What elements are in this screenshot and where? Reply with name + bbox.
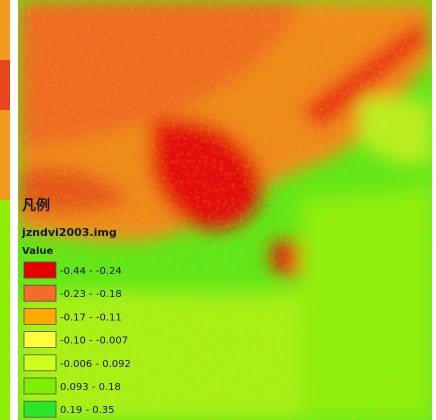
map-view: 凡例 jzndvi2003.img Value -0.44 - -0.24 -0.… <box>0 0 436 420</box>
legend-label: 0.19 - 0.35 <box>60 405 115 416</box>
legend-swatch <box>24 378 56 394</box>
legend-label: -0.44 - -0.24 <box>60 266 122 277</box>
ndvi-raster <box>18 0 432 420</box>
legend-swatch <box>24 285 56 301</box>
legend-swatch <box>24 355 56 371</box>
legend-swatch <box>24 308 56 324</box>
legend-title: 凡例 <box>22 197 50 214</box>
legend-label: 0.093 - 0.18 <box>60 382 121 393</box>
legend-label: -0.17 - -0.11 <box>60 312 122 323</box>
legend-swatch <box>24 401 56 417</box>
legend-label: -0.23 - -0.18 <box>60 289 122 300</box>
legend-field: Value <box>22 246 53 257</box>
legend-label: -0.006 - 0.092 <box>60 359 131 370</box>
legend-swatch <box>24 262 56 278</box>
legend-swatch <box>24 332 56 348</box>
left-map-strip <box>0 0 10 420</box>
legend-label: -0.10 - -0.007 <box>60 336 128 347</box>
page: {"legend": {"title": "凡例", "layer": "jzn… <box>0 0 436 420</box>
legend-layer: jzndvi2003.img <box>21 226 117 239</box>
